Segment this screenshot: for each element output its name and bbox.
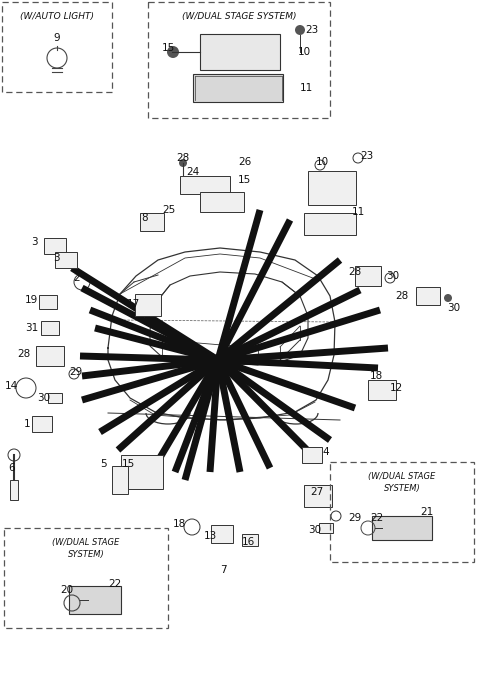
Bar [211,525,233,543]
Text: 23: 23 [360,151,373,161]
Bar [304,213,356,235]
Bar [44,238,66,254]
Text: (W/DUAL STAGE: (W/DUAL STAGE [368,472,436,481]
Bar [416,287,440,305]
Bar [41,321,59,335]
Text: 4: 4 [322,447,329,457]
Text: 30: 30 [37,393,50,403]
Text: 14: 14 [5,381,18,391]
Text: 7: 7 [220,565,227,575]
Bar [302,447,322,463]
Text: 30: 30 [308,525,321,535]
Text: 27: 27 [310,487,323,497]
Text: 1: 1 [24,419,30,429]
Text: (W/DUAL STAGE SYSTEM): (W/DUAL STAGE SYSTEM) [182,12,296,21]
Text: 10: 10 [298,47,311,57]
Text: 6: 6 [8,463,14,473]
Bar [135,294,161,316]
Bar [36,346,64,366]
Bar [319,523,333,533]
Text: 31: 31 [25,323,38,333]
Text: 28: 28 [395,291,408,301]
Bar [200,192,244,212]
Text: 18: 18 [370,371,383,381]
Text: 9: 9 [54,33,60,43]
Text: 10: 10 [316,157,329,167]
Bar [193,74,283,102]
Text: 18: 18 [173,519,186,529]
Text: SYSTEM): SYSTEM) [68,550,104,559]
Text: 30: 30 [447,303,460,313]
Text: SYSTEM): SYSTEM) [384,484,420,493]
Text: 15: 15 [238,175,251,185]
Bar [355,266,381,286]
Text: 16: 16 [242,537,255,547]
Bar [48,393,62,403]
Text: 25: 25 [162,205,175,215]
Text: 17: 17 [127,299,140,309]
Text: 26: 26 [238,157,251,167]
Text: 24: 24 [186,167,199,177]
Text: 2: 2 [73,273,80,283]
Bar [200,34,280,70]
Bar [55,252,77,268]
Text: 28: 28 [348,267,361,277]
Text: (W/DUAL STAGE: (W/DUAL STAGE [52,538,120,547]
Text: 22: 22 [108,579,121,589]
Text: 28: 28 [17,349,30,359]
Text: (W/AUTO LIGHT): (W/AUTO LIGHT) [20,12,94,21]
Circle shape [444,294,452,302]
Text: 15: 15 [122,459,135,469]
Text: 20: 20 [60,585,73,595]
Text: 29: 29 [69,367,82,377]
Text: 3: 3 [31,237,38,247]
Bar [242,534,258,546]
Bar [10,480,18,500]
Text: 21: 21 [420,507,433,517]
Text: 3: 3 [53,253,60,263]
Text: 19: 19 [25,295,38,305]
Text: 5: 5 [100,459,107,469]
Bar [140,213,164,231]
Text: 29: 29 [348,513,361,523]
Bar [372,516,432,540]
Bar [32,416,52,432]
Bar [308,171,356,205]
Text: 23: 23 [305,25,318,35]
Circle shape [167,46,179,58]
Bar [304,485,332,507]
Bar [69,586,121,614]
Circle shape [179,159,187,167]
Bar [368,380,396,400]
Text: 8: 8 [142,213,148,223]
Bar [112,466,128,494]
Circle shape [295,25,305,35]
Text: 11: 11 [300,83,313,93]
Text: 30: 30 [386,271,399,281]
Text: 12: 12 [390,383,403,393]
Text: 13: 13 [204,531,217,541]
Text: 28: 28 [176,153,189,163]
Bar [121,455,163,489]
Text: 11: 11 [352,207,365,217]
Bar [180,176,230,194]
Text: 15: 15 [162,43,175,53]
Text: 22: 22 [370,513,383,523]
Bar [39,295,57,309]
